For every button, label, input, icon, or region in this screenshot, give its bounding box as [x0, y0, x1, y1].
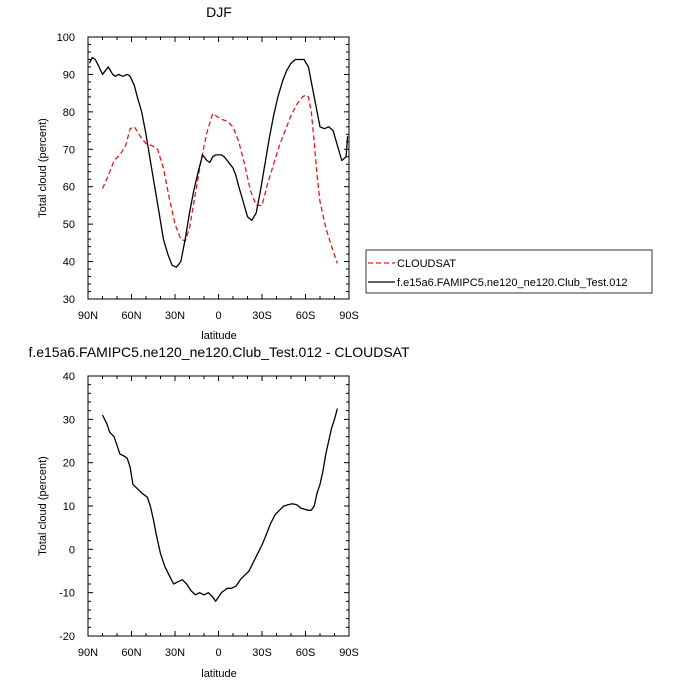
bottom-ytick-label: 20	[63, 458, 75, 470]
top-xtick-label: 30N	[165, 310, 185, 322]
top-chart-x-ticks: 90N 60N 30N 0 30S 60S 90S	[78, 37, 359, 322]
bottom-xtick-label: 90S	[339, 647, 359, 659]
bottom-xtick-label: 60S	[296, 647, 316, 659]
top-chart-ylabel: Total cloud (percent)	[37, 118, 49, 218]
bottom-ytick-label: 0	[69, 544, 75, 556]
top-chart-title: DJF	[206, 4, 232, 20]
bottom-xtick-label: 60N	[121, 647, 141, 659]
bottom-chart-lines	[101, 408, 339, 602]
top-chart-y-ticks: 30 40 50 60 70 80 90 100	[57, 32, 349, 306]
bottom-chart-x-ticks: 90N 60N 30N 0 30S 60S 90S	[78, 376, 359, 659]
top-ytick-label: 100	[57, 32, 75, 44]
bottom-ytick-label: -20	[59, 631, 75, 643]
top-ytick-label: 80	[63, 107, 75, 119]
top-ytick-label: 40	[63, 257, 75, 269]
top-ytick-label: 30	[63, 294, 75, 306]
top-xtick-label: 90S	[339, 310, 359, 322]
legend-label-model: f.e15a6.FAMIPC5.ne120_ne120.Club_Test.01…	[397, 277, 628, 289]
bottom-xtick-label: 90N	[78, 647, 98, 659]
bottom-xtick-label: 30S	[252, 647, 272, 659]
bottom-series-line-0	[101, 408, 339, 602]
bottom-chart: f.e15a6.FAMIPC5.ne120_ne120.Club_Test.01…	[28, 344, 410, 680]
top-chart-lines	[88, 56, 349, 268]
top-series-line-0	[101, 94, 339, 264]
bottom-chart-xlabel: latitude	[201, 668, 236, 680]
top-series-line-1	[88, 56, 349, 268]
top-chart-xlabel: latitude	[201, 330, 236, 342]
top-chart: DJF 90N 60N 30N 0 30S 60S 90S 30 40 50 60 70 80 90 10…	[37, 4, 653, 342]
bottom-chart-y-ticks: -20 -10 0 10 20 30 40	[59, 371, 349, 643]
bottom-ytick-label: 40	[63, 371, 75, 383]
bottom-xtick-label: 30N	[165, 647, 185, 659]
top-ytick-label: 50	[63, 219, 75, 231]
bottom-ytick-label: 30	[63, 414, 75, 426]
legend: CLOUDSAT f.e15a6.FAMIPC5.ne120_ne120.Clu…	[365, 249, 653, 294]
bottom-ytick-label: -10	[59, 588, 75, 600]
top-xtick-label: 0	[215, 310, 221, 322]
top-xtick-label: 60N	[121, 310, 141, 322]
legend-label-cloudsat: CLOUDSAT	[397, 258, 456, 270]
top-ytick-label: 60	[63, 182, 75, 194]
bottom-xtick-label: 0	[215, 647, 221, 659]
top-xtick-label: 30S	[252, 310, 272, 322]
top-ytick-label: 70	[63, 144, 75, 156]
bottom-chart-ylabel: Total cloud (percent)	[37, 456, 49, 556]
top-xtick-label: 60S	[296, 310, 316, 322]
bottom-chart-title: f.e15a6.FAMIPC5.ne120_ne120.Club_Test.01…	[28, 344, 410, 360]
bottom-ytick-label: 10	[63, 501, 75, 513]
top-xtick-label: 90N	[78, 310, 98, 322]
legend-box	[365, 249, 653, 294]
top-ytick-label: 90	[63, 69, 75, 81]
